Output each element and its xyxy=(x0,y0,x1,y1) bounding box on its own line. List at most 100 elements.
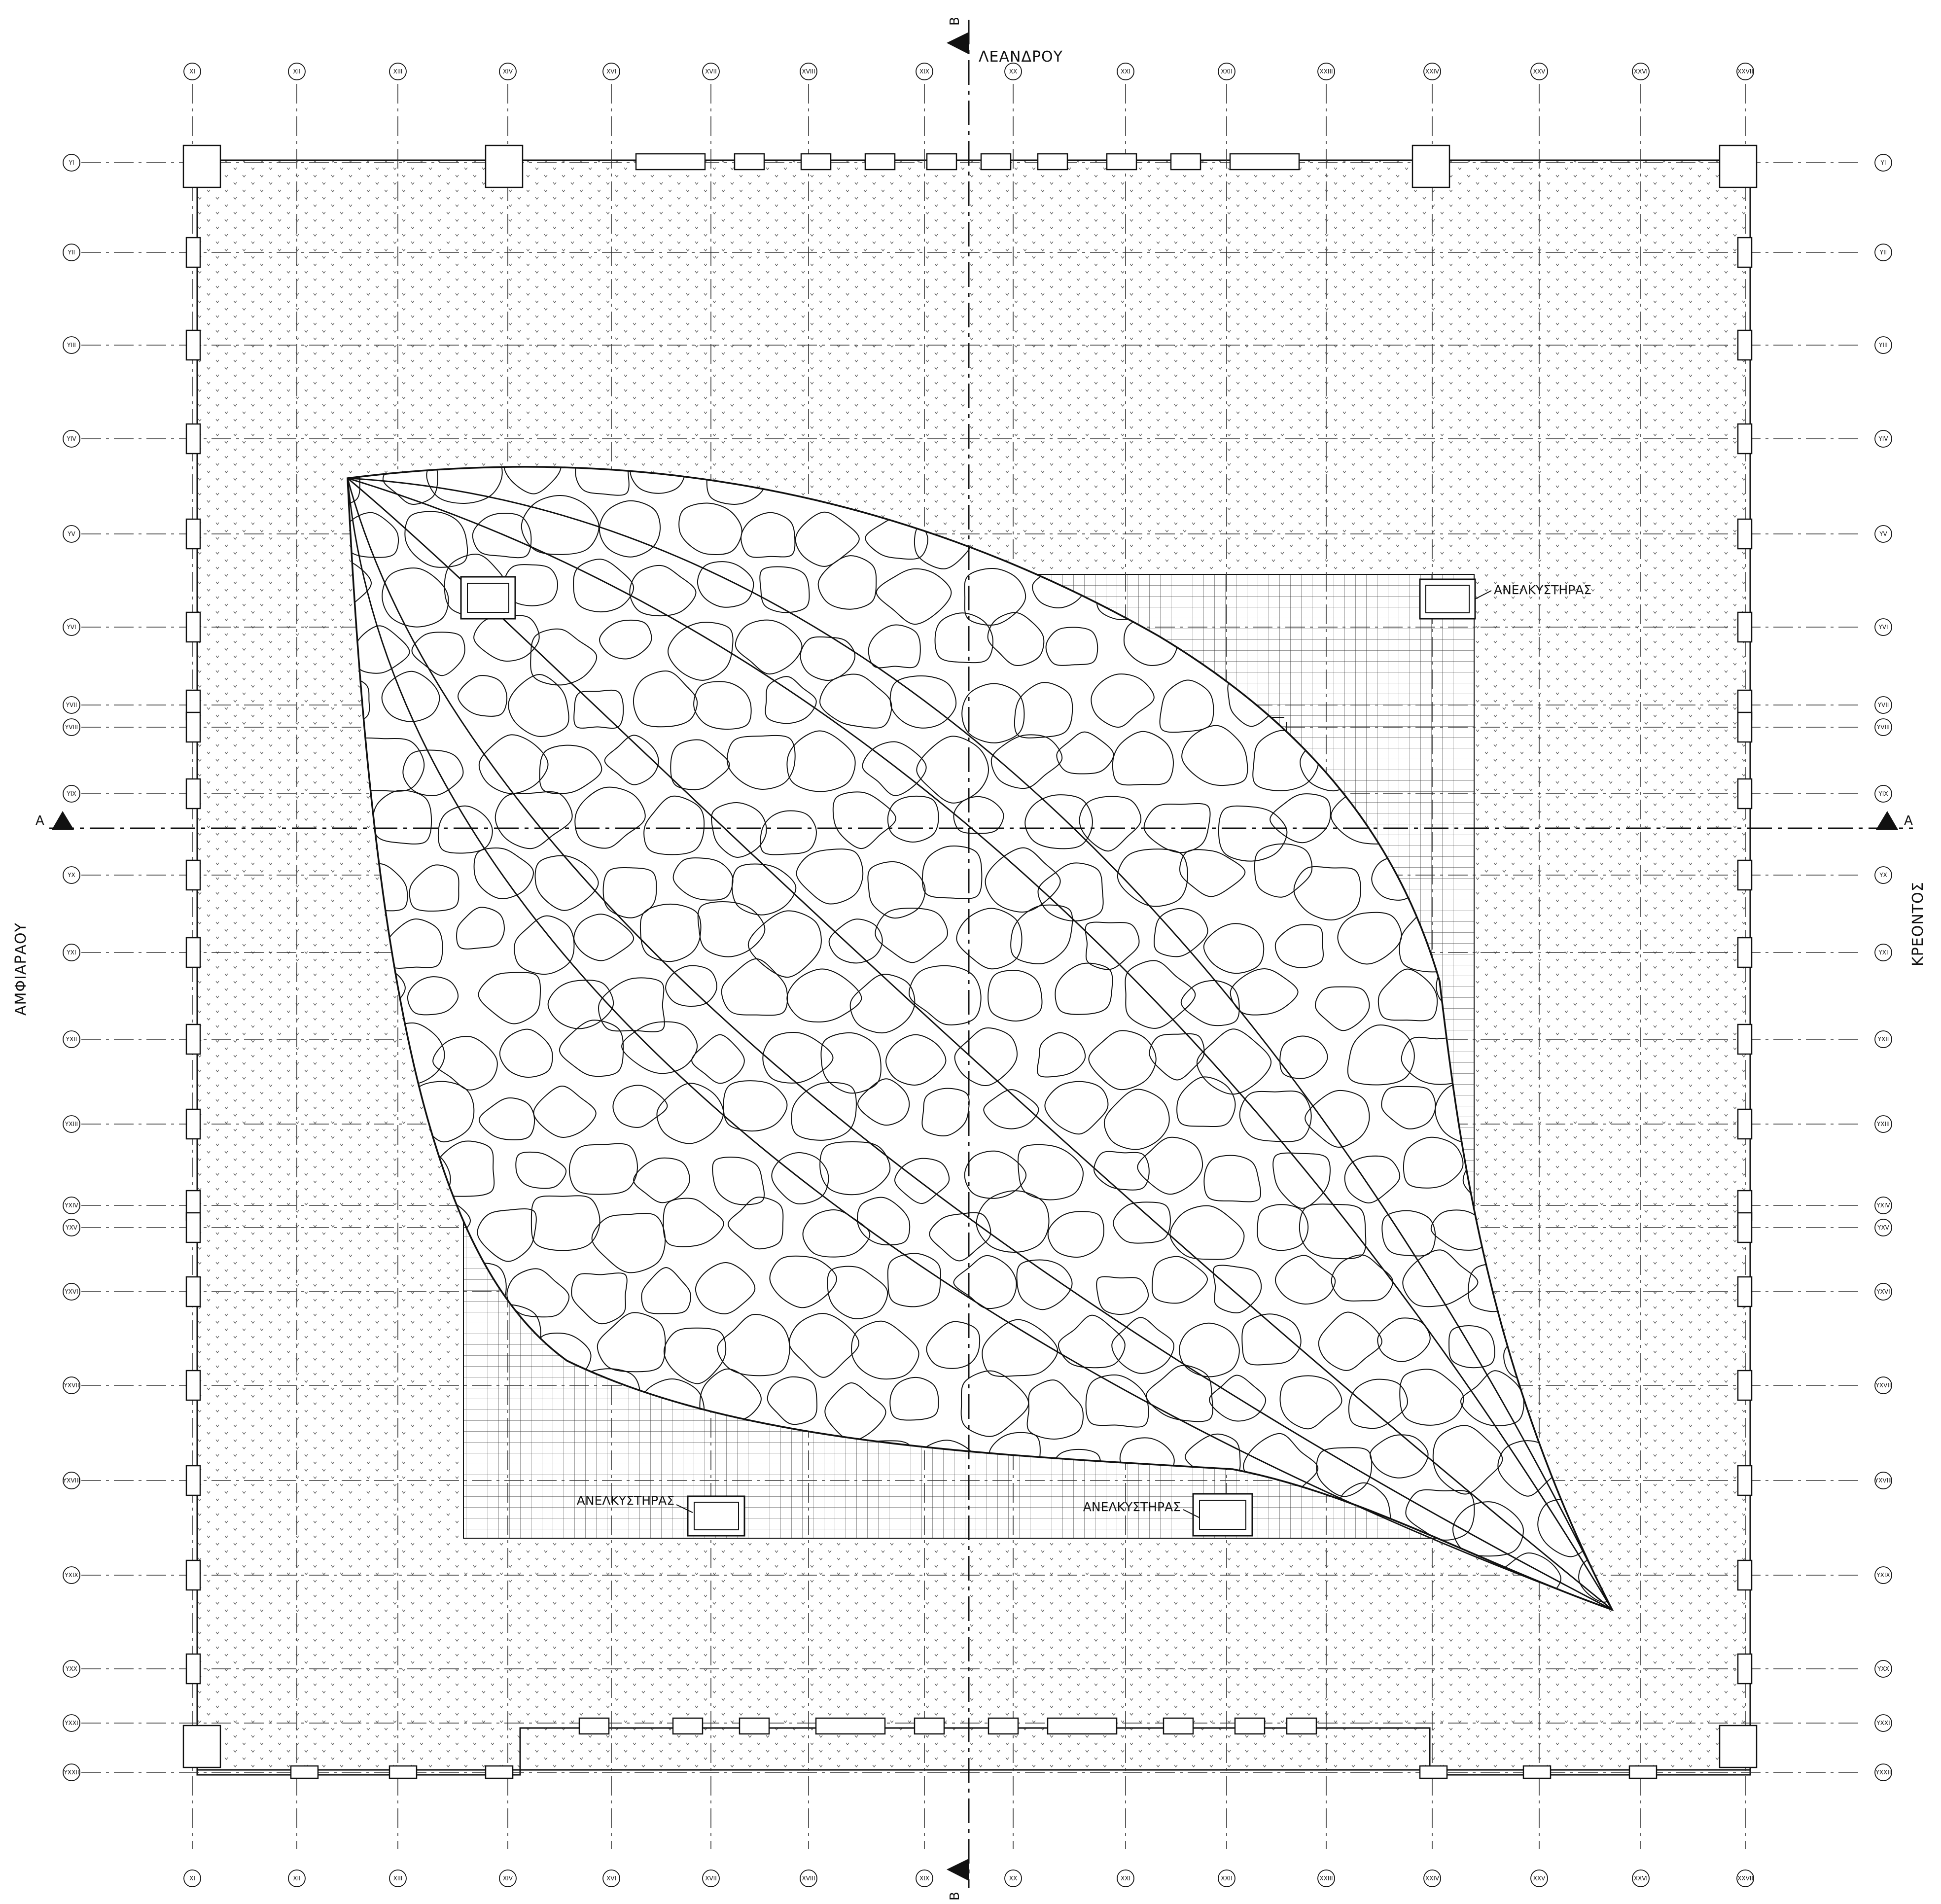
lattice-cell xyxy=(409,864,459,912)
grid-bubble-y-left: YXIX xyxy=(63,1566,80,1584)
grid-label-y: YV xyxy=(67,530,75,537)
column xyxy=(182,1725,221,1768)
grid-label-y: YXVI xyxy=(64,1288,78,1295)
column xyxy=(185,778,201,810)
lattice-cell xyxy=(762,1032,834,1084)
lattice-cell xyxy=(503,466,562,494)
lattice-cell xyxy=(1180,980,1240,1026)
column xyxy=(1737,937,1753,968)
grid-bubble-x-top: XXVII xyxy=(1736,63,1754,80)
grid-bubble-x-bottom: XIX xyxy=(916,1869,933,1887)
grid-label-x: XVI xyxy=(606,1875,616,1882)
grid-bubble-y-right: YIII xyxy=(1874,336,1892,354)
lattice-cell xyxy=(533,1085,597,1138)
lattice-cell xyxy=(472,512,532,559)
lattice-cell xyxy=(575,466,630,496)
lattice-cell xyxy=(633,670,698,728)
lattice-cell xyxy=(1037,1032,1086,1078)
lattice-cell xyxy=(1045,627,1098,666)
column xyxy=(1737,1370,1753,1401)
lattice-cell xyxy=(457,675,508,717)
lattice-cell xyxy=(1113,1201,1171,1244)
grid-bubble-x-top: XVIII xyxy=(800,63,817,80)
column xyxy=(290,1765,319,1779)
lattice-cell xyxy=(964,567,1026,626)
grid-bubble-y-right: YVII xyxy=(1874,696,1892,714)
elevator-label-sw: ΑΝΕΛΚΥΣΤΗΡΑΣ xyxy=(577,1493,674,1508)
lattice-cell xyxy=(921,1088,970,1136)
lattice-cell xyxy=(1014,682,1073,739)
lattice-cell xyxy=(987,612,1045,666)
grid-bubble-x-bottom: XXV xyxy=(1530,1869,1548,1887)
grid-bubble-y-right: YXIX xyxy=(1874,1566,1892,1584)
column xyxy=(1737,1653,1753,1685)
grid-bubble-y-right: YII xyxy=(1874,244,1892,261)
lattice-cell xyxy=(1270,793,1331,844)
leaf-atrium xyxy=(347,466,1614,1612)
lattice-cell xyxy=(1315,986,1370,1031)
lattice-cell xyxy=(721,958,788,1016)
column xyxy=(1286,1717,1317,1735)
column xyxy=(800,153,832,171)
lattice-cell xyxy=(1403,1136,1464,1189)
lattice-cell xyxy=(670,739,730,790)
grid-bubble-x-top: XX xyxy=(1004,63,1022,80)
grid-bubble-y-right: YVIII xyxy=(1874,718,1892,736)
grid-bubble-x-top: XXI xyxy=(1117,63,1134,80)
grid-label-y: YIV xyxy=(1878,435,1888,442)
lattice-cell xyxy=(1085,1374,1149,1428)
grid-bubble-y-left: YXIII xyxy=(63,1115,80,1133)
lattice-cell xyxy=(573,559,635,613)
grid-bubble-x-bottom: XXVI xyxy=(1632,1869,1650,1887)
lattice-cell xyxy=(954,1027,1018,1087)
lattice-cell xyxy=(1405,1489,1475,1541)
lattice-cell xyxy=(630,466,686,494)
column xyxy=(1737,611,1753,643)
grid-bubble-x-bottom: XXIII xyxy=(1317,1869,1335,1887)
grid-bubble-x-top: XI xyxy=(183,63,201,80)
lattice-cell xyxy=(982,1319,1059,1377)
lattice-cell xyxy=(1103,1089,1170,1150)
lattice-cell xyxy=(478,972,541,1024)
lattice-cell xyxy=(697,901,766,957)
section-arrow-b-south xyxy=(947,1859,969,1881)
grid-label-y: YXX xyxy=(1877,1665,1889,1672)
grid-label-x: XIX xyxy=(919,1875,929,1882)
lattice-cell xyxy=(857,1078,910,1126)
lattice-cell xyxy=(1044,1081,1109,1135)
lattice-cell xyxy=(887,1253,941,1307)
lattice-cell xyxy=(402,749,464,796)
lattice-cell xyxy=(916,736,989,804)
grid-bubble-x-top: XXV xyxy=(1530,63,1548,80)
lattice-cell xyxy=(621,1021,698,1074)
lattice-cell xyxy=(1279,1375,1342,1430)
lattice-cell xyxy=(1430,1209,1487,1251)
lattice-cell xyxy=(824,1382,886,1442)
lattice-cell xyxy=(786,730,856,792)
grid-bubble-x-top: XXIII xyxy=(1317,63,1335,80)
grid-bubble-x-bottom: XIV xyxy=(499,1869,517,1887)
lattice-cell xyxy=(885,1034,947,1086)
lattice-cell xyxy=(1181,725,1248,786)
lattice-cell xyxy=(1094,1151,1150,1191)
column xyxy=(1737,778,1753,810)
grid-label-y: YVII xyxy=(66,702,77,708)
lattice-cell xyxy=(534,855,599,911)
lattice-cell xyxy=(1037,862,1104,922)
lattice-cell xyxy=(1370,1434,1429,1479)
grid-bubble-y-left: YVIII xyxy=(63,718,80,736)
lattice-cell xyxy=(1316,1447,1373,1497)
column xyxy=(1737,1212,1753,1243)
lattice-cell xyxy=(404,511,468,568)
lattice-cell xyxy=(1377,968,1438,1022)
grid-bubble-y-right: YXX xyxy=(1874,1660,1892,1678)
lattice-cell xyxy=(641,1267,691,1314)
grid-bubble-y-right: YXIII xyxy=(1874,1115,1892,1133)
column xyxy=(485,144,524,188)
column xyxy=(1737,859,1753,891)
lattice-cell xyxy=(573,689,624,729)
lattice-cell xyxy=(788,1313,860,1378)
column xyxy=(185,1653,201,1685)
column xyxy=(185,237,201,268)
grid-label-x: XXIII xyxy=(1319,1875,1333,1882)
